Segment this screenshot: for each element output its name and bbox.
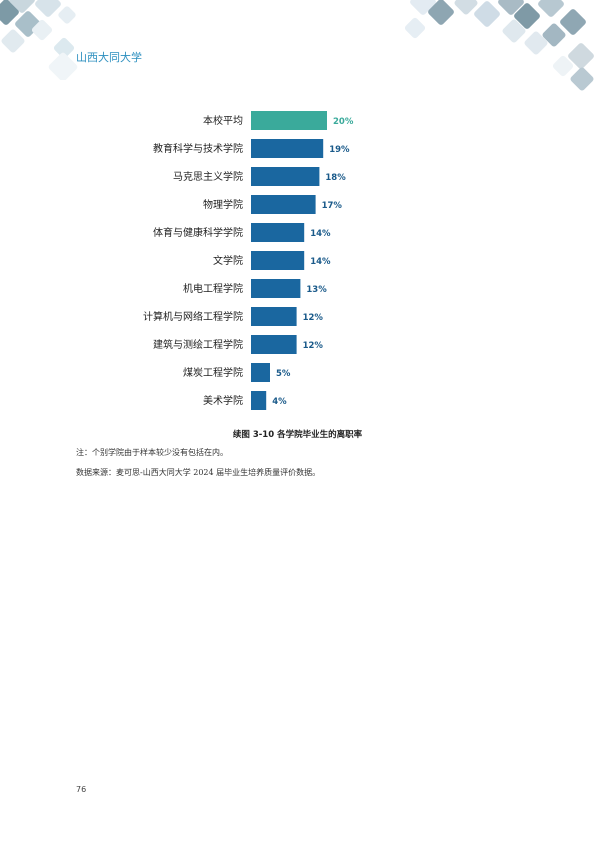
value-label: 4% bbox=[272, 397, 287, 407]
category-label: 煤炭工程学院 bbox=[183, 366, 243, 379]
dropout-rate-bar-chart: 本校平均 20% 教育科学与技术学院 19% 马克思主义学院 18% 物理学院 17% 体育与健… bbox=[143, 111, 354, 410]
category-label: 体育与健康科学学院 bbox=[153, 226, 243, 239]
figure-caption: 续图 3-10 各学院毕业生的离职率 bbox=[232, 430, 363, 440]
value-label: 14% bbox=[310, 229, 331, 239]
header-title: 山西大同大学 bbox=[76, 51, 142, 64]
note-source: 数据来源：麦可思-山西大同大学 2024 届毕业生培养质量评价数据。 bbox=[76, 468, 321, 477]
value-label: 12% bbox=[303, 313, 324, 323]
bar bbox=[251, 167, 320, 186]
bar bbox=[251, 307, 297, 326]
category-label: 马克思主义学院 bbox=[173, 170, 243, 183]
value-label: 12% bbox=[303, 341, 324, 351]
category-label: 文学院 bbox=[213, 254, 243, 267]
bar bbox=[251, 139, 324, 158]
bar bbox=[251, 335, 297, 354]
value-label: 5% bbox=[276, 369, 291, 379]
category-label: 本校平均 bbox=[203, 114, 243, 127]
bar bbox=[251, 391, 267, 410]
value-label: 13% bbox=[306, 285, 327, 295]
bar bbox=[251, 251, 305, 270]
category-label: 计算机与网络工程学院 bbox=[143, 310, 243, 323]
decorative-tiles-right bbox=[404, 0, 594, 91]
value-label: 17% bbox=[322, 201, 343, 211]
page-number: 76 bbox=[76, 785, 87, 794]
value-label: 14% bbox=[310, 257, 331, 267]
category-label: 机电工程学院 bbox=[183, 282, 243, 295]
category-label: 美术学院 bbox=[203, 394, 243, 407]
category-label: 建筑与测绘工程学院 bbox=[153, 338, 243, 351]
value-label: 19% bbox=[329, 145, 350, 155]
bar bbox=[251, 363, 270, 382]
bar bbox=[251, 223, 305, 242]
value-label: 18% bbox=[325, 173, 346, 183]
category-label: 教育科学与技术学院 bbox=[153, 142, 243, 155]
bar-average bbox=[251, 111, 327, 130]
bar bbox=[251, 195, 316, 214]
category-label: 物理学院 bbox=[203, 198, 243, 211]
bar bbox=[251, 279, 301, 298]
value-label: 20% bbox=[333, 117, 354, 127]
note-sample: 注：个别学院由于样本较少没有包括在内。 bbox=[76, 448, 228, 457]
decorative-tiles-left bbox=[0, 0, 78, 80]
